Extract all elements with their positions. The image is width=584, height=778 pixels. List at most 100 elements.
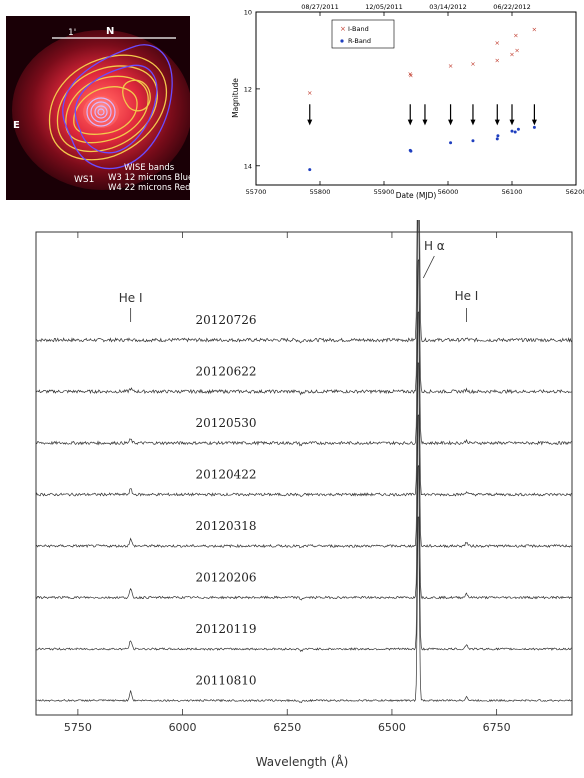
- spectrum-date-labels: 20120726 20120622 20120530 20120422 20120318…: [195, 313, 256, 688]
- i-band-point: ×: [495, 56, 500, 64]
- w4-contour: [65, 75, 149, 144]
- i-band-point: ×: [470, 60, 475, 68]
- spectrum-date-label: 20120530: [195, 416, 256, 430]
- x-axis: 55700 55800 55900 56000 56100 56200: [246, 181, 584, 196]
- legend-line: W3 12 microns Blue: [108, 173, 190, 183]
- r-band-point: [516, 127, 520, 131]
- legend-label-r-band: R-Band: [348, 37, 371, 45]
- y-tick-label: 14: [244, 162, 252, 170]
- line-label-he-i-6678: He I: [455, 289, 479, 303]
- line-marker-h-alpha: [422, 255, 435, 279]
- spectrum-line: [35, 362, 573, 549]
- observation-arrow-head: [448, 119, 454, 126]
- y-tick-label: 10: [244, 9, 252, 17]
- r-band-point: [496, 134, 500, 138]
- data-points: ×××× ×××××××: [307, 26, 537, 172]
- central-core: [83, 96, 119, 128]
- w3-core-contour: [94, 105, 108, 119]
- r-band-point: [532, 125, 536, 129]
- spectrum-date-label: 20110810: [195, 674, 256, 688]
- x-tick-label: 56000: [438, 188, 459, 196]
- r-band-point: [409, 149, 413, 153]
- i-band-point: ×: [408, 70, 413, 78]
- wise-image-panel: 1' N E WS1 WISE bands W3 12 microns Blue…: [6, 16, 193, 200]
- w4-contour: [48, 54, 168, 161]
- observation-arrow-head: [509, 119, 515, 126]
- line-labels: He I H α He I: [119, 239, 479, 322]
- w3-contour: [74, 64, 158, 154]
- observation-arrow-head: [422, 119, 428, 126]
- spectrum-date-label: 20120622: [195, 365, 256, 379]
- x-tick-label: 5750: [64, 721, 92, 734]
- plot-frame: [35, 231, 573, 716]
- spectrum-date-label: 20120119: [195, 622, 256, 636]
- i-band-point: ×: [448, 62, 453, 70]
- x-tick-label: 56100: [502, 188, 523, 196]
- x-tick-label: 55800: [310, 188, 331, 196]
- spectrum-line: [35, 208, 573, 396]
- legend-box: [331, 19, 395, 49]
- spectrum-line: [35, 258, 572, 447]
- legend-marker-r-band: [340, 39, 344, 43]
- w3-core-contour: [90, 101, 112, 123]
- north-label: N: [106, 26, 114, 37]
- legend-line: W4 22 microns Red: [108, 183, 190, 193]
- i-band-point: ×: [513, 31, 518, 39]
- w3-core-contour: [86, 97, 116, 127]
- spectrum-date-label: 20120318: [195, 519, 256, 533]
- legend: × I-Band R-Band: [331, 19, 395, 49]
- spectrum-date-label: 20120726: [195, 313, 256, 327]
- arrows: [307, 104, 537, 126]
- spectrum-date-label: 20120206: [195, 571, 256, 585]
- x-axis-label: Date (MJD): [396, 191, 437, 200]
- y-axis: 10 12 14: [244, 9, 260, 170]
- w3-core-contour: [97, 108, 105, 116]
- y-axis-label: Magnitude: [231, 78, 240, 118]
- observation-arrow-head: [307, 119, 313, 126]
- w4-contour: [73, 86, 138, 135]
- east-label: E: [13, 120, 20, 131]
- legend-marker-i-band: ×: [340, 25, 346, 33]
- x-tick-label: 55900: [374, 188, 395, 196]
- i-band-point: ×: [307, 89, 312, 97]
- top-tick-label: 08/27/2011: [301, 3, 338, 11]
- y-tick-label: 12: [244, 85, 252, 93]
- wise-image: 1' N E WS1 WISE bands W3 12 microns Blue…: [6, 16, 193, 200]
- observation-arrow-head: [494, 119, 500, 126]
- r-band-point: [308, 168, 312, 172]
- spectrum-line: [35, 76, 573, 344]
- r-band-point: [495, 137, 499, 141]
- scale-label: 1': [68, 28, 76, 38]
- x-tick-label: 6750: [483, 721, 511, 734]
- w4-contour: [122, 79, 151, 112]
- spectrum-line: [35, 311, 573, 497]
- x-axis-label: Wavelength (Å): [256, 754, 349, 769]
- r-band-point: [513, 130, 517, 134]
- spectra-panel: 5750 6000 6250 6500 6750 20120726 20120622 201…: [0, 76, 584, 774]
- top-tick-label: 12/05/2011: [365, 3, 402, 11]
- top-date-axis: 08/27/2011 12/05/2011 03/14/2012 06/22/2012: [301, 3, 531, 16]
- i-band-point: ×: [509, 51, 514, 59]
- light-curve-panel: 55700 55800 55900 56000 56100 56200 10 12 14 08…: [220, 0, 584, 210]
- spectrum-date-label: 20120422: [195, 468, 256, 482]
- spectrum-line: [35, 516, 573, 704]
- top-tick-label: 06/22/2012: [493, 3, 530, 11]
- spectra-chart: 5750 6000 6250 6500 6750 2012072620120622201…: [35, 76, 573, 769]
- observation-arrow-head: [470, 119, 476, 126]
- spectra: [35, 76, 573, 704]
- line-label-he-i: He I: [119, 291, 143, 305]
- x-tick-label: 55700: [246, 188, 267, 196]
- plot-frame: [255, 11, 577, 186]
- i-band-point: ×: [514, 47, 519, 55]
- w3-contours: [62, 44, 173, 170]
- x-tick-label: 6250: [273, 721, 301, 734]
- i-band-point: ×: [408, 72, 413, 80]
- observation-arrow-head: [407, 119, 413, 126]
- w3-contour: [62, 44, 173, 170]
- legend-label-i-band: I-Band: [348, 25, 369, 33]
- i-band-point: ×: [532, 26, 537, 34]
- r-band-point: [449, 141, 453, 145]
- line-label-h-alpha: H α: [424, 239, 445, 253]
- source-label: WS1: [74, 175, 94, 185]
- legend-line: WISE bands: [124, 163, 175, 173]
